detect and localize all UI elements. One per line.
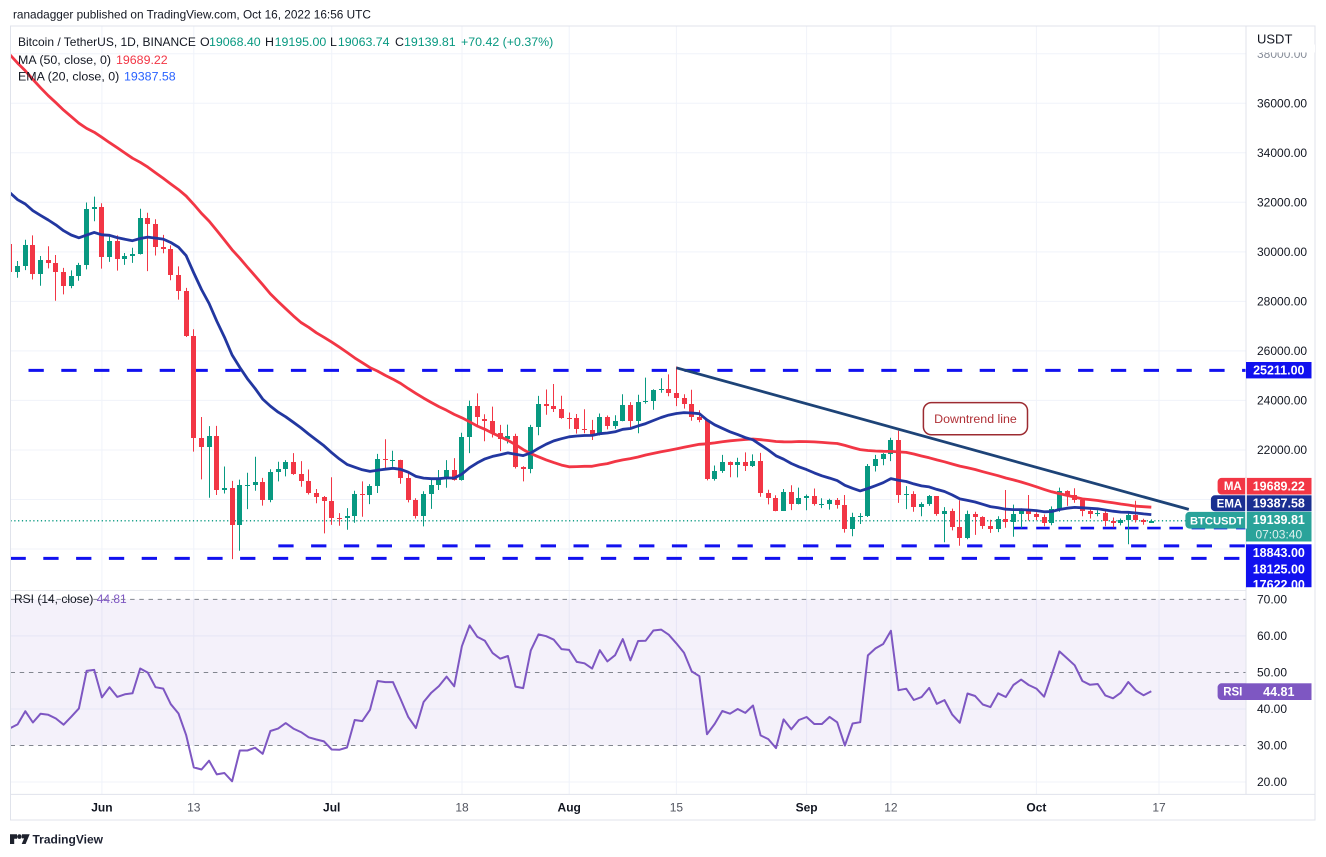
svg-text:12: 12 bbox=[884, 801, 898, 815]
svg-text:MA: MA bbox=[1224, 481, 1242, 493]
svg-text:19195.00: 19195.00 bbox=[275, 35, 327, 49]
svg-text:EMA: EMA bbox=[1217, 498, 1243, 510]
svg-text:Sep: Sep bbox=[796, 801, 818, 815]
svg-text:19063.74: 19063.74 bbox=[338, 35, 390, 49]
svg-text:15: 15 bbox=[670, 801, 684, 815]
svg-text:28000.00: 28000.00 bbox=[1257, 295, 1307, 309]
svg-text:18843.00: 18843.00 bbox=[1253, 546, 1305, 560]
svg-text:32000.00: 32000.00 bbox=[1257, 196, 1307, 210]
svg-text:MA (50, close, 0): MA (50, close, 0) bbox=[18, 53, 111, 67]
svg-text:+70.42 (+0.37%): +70.42 (+0.37%) bbox=[461, 35, 553, 49]
svg-text:36000.00: 36000.00 bbox=[1257, 96, 1307, 110]
svg-text:BTCUSDT: BTCUSDT bbox=[1190, 515, 1244, 527]
svg-text:20.00: 20.00 bbox=[1257, 775, 1287, 789]
svg-text:Bitcoin / TetherUS, 1D, BINANC: Bitcoin / TetherUS, 1D, BINANCE bbox=[18, 35, 196, 49]
svg-text:18125.00: 18125.00 bbox=[1253, 563, 1305, 577]
svg-text:19689.22: 19689.22 bbox=[1253, 479, 1305, 493]
svg-text:RSI: RSI bbox=[1223, 687, 1242, 699]
svg-text:EMA (20, close, 0): EMA (20, close, 0) bbox=[18, 70, 119, 84]
svg-text:USDT: USDT bbox=[1257, 32, 1292, 47]
svg-text:19387.58: 19387.58 bbox=[1253, 496, 1305, 510]
svg-text:19139.81: 19139.81 bbox=[1253, 513, 1305, 527]
svg-text:19689.22: 19689.22 bbox=[116, 53, 168, 67]
svg-text:18: 18 bbox=[455, 801, 469, 815]
svg-text:H: H bbox=[265, 35, 274, 49]
svg-text:30.00: 30.00 bbox=[1257, 739, 1287, 753]
svg-text:L: L bbox=[330, 35, 337, 49]
svg-text:07:03:40: 07:03:40 bbox=[1255, 528, 1302, 542]
svg-text:19139.81: 19139.81 bbox=[404, 35, 456, 49]
svg-text:70.00: 70.00 bbox=[1257, 593, 1287, 607]
svg-text:25211.00: 25211.00 bbox=[1253, 363, 1304, 377]
svg-text:C: C bbox=[395, 35, 404, 49]
svg-text:O: O bbox=[200, 35, 210, 49]
svg-text:50.00: 50.00 bbox=[1257, 666, 1287, 680]
svg-text:19068.40: 19068.40 bbox=[209, 35, 261, 49]
svg-text:13: 13 bbox=[187, 801, 201, 815]
svg-text:ranadagger published on Tradin: ranadagger published on TradingView.com,… bbox=[13, 8, 371, 22]
svg-text:26000.00: 26000.00 bbox=[1257, 344, 1307, 358]
svg-text:Oct: Oct bbox=[1026, 801, 1046, 815]
svg-text:Jun: Jun bbox=[91, 801, 112, 815]
svg-text:Aug: Aug bbox=[558, 801, 581, 815]
svg-text:24000.00: 24000.00 bbox=[1257, 394, 1307, 408]
svg-text:34000.00: 34000.00 bbox=[1257, 146, 1307, 160]
svg-text:60.00: 60.00 bbox=[1257, 629, 1287, 643]
svg-text:44.81: 44.81 bbox=[1263, 685, 1294, 699]
svg-text:Jul: Jul bbox=[323, 801, 340, 815]
svg-text:Downtrend line: Downtrend line bbox=[934, 412, 1017, 426]
svg-text:19387.58: 19387.58 bbox=[124, 70, 176, 84]
svg-text:30000.00: 30000.00 bbox=[1257, 245, 1307, 259]
svg-text:17: 17 bbox=[1152, 801, 1166, 815]
svg-text:40.00: 40.00 bbox=[1257, 702, 1287, 716]
svg-text:22000.00: 22000.00 bbox=[1257, 443, 1307, 457]
svg-text:TradingView: TradingView bbox=[33, 832, 104, 846]
svg-text:RSI (14, close) 44.81: RSI (14, close) 44.81 bbox=[14, 592, 127, 606]
